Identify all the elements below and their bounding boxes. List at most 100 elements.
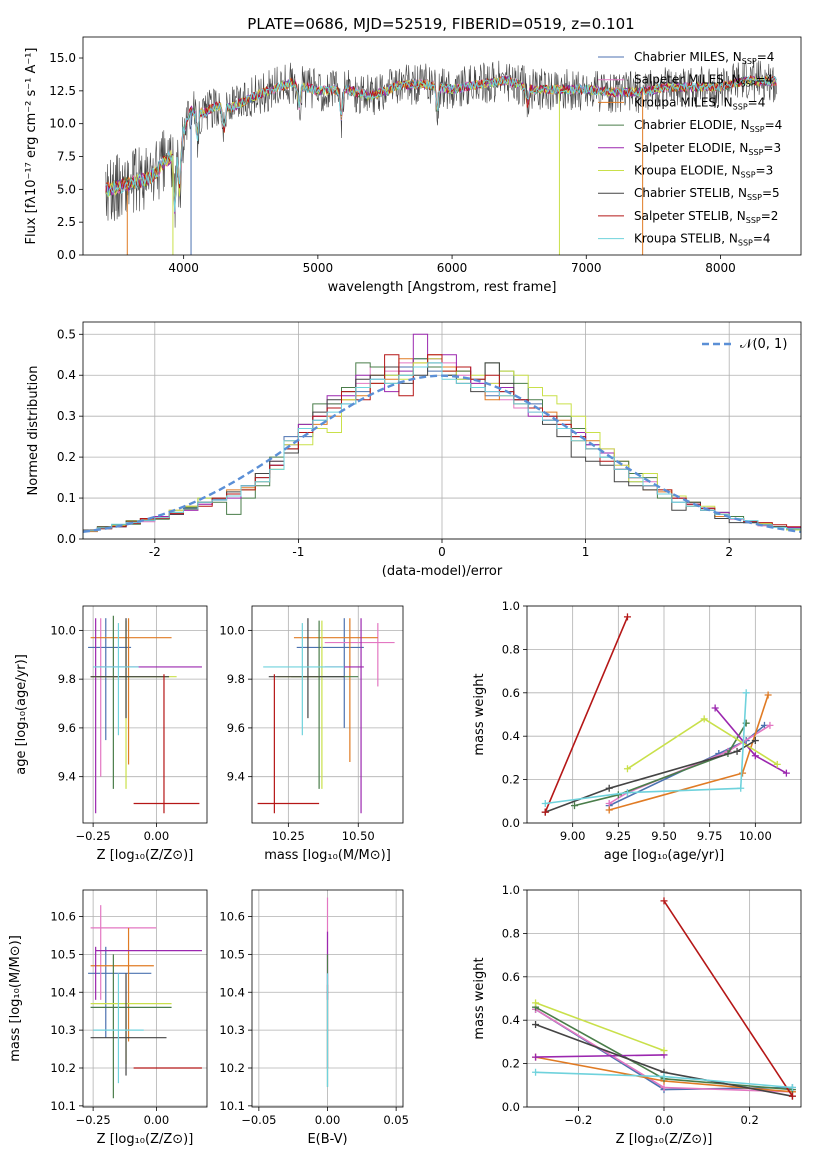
legend-entry-sub: SSP	[748, 148, 763, 157]
legend-entry-sub: SSP	[747, 193, 762, 202]
weight_vs_age-marker	[733, 747, 741, 755]
age_vs_mass-xtick-label: 10.25	[272, 829, 305, 843]
legend-entry-name: Chabrier STELIB, N	[634, 186, 747, 200]
legend-entry-suffix: =4	[765, 118, 783, 132]
mass_vs_ebv-ytick-label: 10.1	[219, 1099, 245, 1113]
weight_vs_Z-frame	[526, 889, 802, 1108]
weight_vs_Z-ytick-label: 0.0	[502, 1100, 520, 1114]
weight_vs_age-marker	[751, 752, 759, 760]
weight_vs_Z-axes: −0.2 0.0 0.2 0.0 0.2 0.4 0.6 0.8 1.0 Z [log₁₀(Z/Z…	[472, 883, 802, 1147]
legend-entry-name: Chabrier ELODIE, N	[634, 118, 750, 132]
weight_vs_age-marker	[605, 806, 613, 814]
mass_vs_ebv-xlabel: E(B-V)	[307, 1132, 347, 1147]
weight_vs_age-xtick-label: 9.75	[697, 829, 723, 843]
mass_vs_Z-axes: −0.25 0.00 10.1 10.2 10.3 10.4 10.5 10.6 Z [log₁…	[8, 889, 208, 1147]
weight_vs_Z-ytick-label: 1.0	[502, 883, 520, 897]
legend-entry: Salpeter ELODIE, NSSP=3	[634, 141, 781, 157]
mass_vs_Z-ytick-label: 10.1	[50, 1099, 76, 1113]
weight_vs_age-marker	[623, 789, 631, 797]
weight_vs_Z-ytick-label: 0.4	[502, 1013, 520, 1027]
age_vs_Z-ylabel: age [log₁₀(age/yr)]	[14, 654, 29, 775]
weight_vs_age-line-7	[544, 616, 629, 813]
legend-entry-suffix: =3	[756, 164, 774, 178]
weight_vs_age-line-8	[545, 692, 747, 805]
residuals-xtick-label: 1	[582, 545, 590, 559]
age_vs_mass-ytick-label: 9.8	[227, 672, 245, 686]
weight_vs_age-marker	[711, 704, 719, 712]
weight_vs_Z-xtick-label: −0.2	[564, 1113, 592, 1127]
weight_vs_Z-marker	[532, 999, 540, 1007]
mass_vs_ebv-ytick-label: 10.3	[219, 1023, 245, 1037]
spectrum-xtick-label: 7000	[571, 261, 602, 275]
weight_vs_age-xtick-label: 9.50	[651, 829, 677, 843]
residuals-axes: -2 -1 0 1 2 0.0 0.1 0.2 0.3 0.4 0.5 (data-model)/er…	[26, 321, 802, 579]
weight_vs_Z-ytick-label: 0.6	[502, 970, 520, 984]
spectrum-ytick-label: 15.0	[49, 51, 76, 65]
mass_vs_ebv-xtick-label: 0.05	[383, 1113, 409, 1127]
weight_vs_Z-line-4	[535, 1054, 665, 1058]
age_vs_Z-ytick-label: 9.8	[58, 672, 76, 686]
weight_vs_age-ytick-label: 0.8	[502, 642, 520, 656]
age_vs_mass-axes: 10.25 10.50 9.4 9.6 9.8 10.0 mass [log₁₀(M/M⊙)…	[219, 605, 404, 863]
mass_vs_Z-xlabel: Z [log₁₀(Z/Z⊙)]	[97, 1132, 194, 1147]
weight_vs_age-xlabel: age [log₁₀(age/yr)]	[604, 848, 725, 863]
legend-entry: Kroupa STELIB, NSSP=4	[634, 232, 771, 248]
weight_vs_Z-ytick-label: 0.2	[502, 1057, 520, 1071]
mass_vs_Z-ytick-label: 10.4	[50, 985, 76, 999]
legend-entry: Salpeter MILES, NSSP=4	[634, 73, 773, 89]
age_vs_Z-axes: −0.25 0.00 9.4 9.6 9.8 10.0 Z [log₁₀(Z/Z⊙)] age…	[14, 605, 208, 863]
residuals-ylabel: Normed distribution	[26, 366, 41, 496]
residuals-plot	[83, 333, 801, 539]
spectrum-ytick-label: 7.5	[57, 150, 76, 164]
legend-entry-name: Salpeter ELODIE, N	[634, 141, 748, 155]
histogram-series-8	[83, 362, 801, 539]
normal-curve	[83, 374, 801, 533]
weight_vs_age-marker	[782, 769, 790, 777]
legend-entry-name: Chabrier MILES, N	[634, 50, 742, 64]
spectrum-xlabel: wavelength [Angstrom, rest frame]	[328, 280, 557, 295]
weight_vs_age-marker	[700, 715, 708, 723]
weight_vs_age-marker	[605, 784, 613, 792]
mass_vs_ebv-ytick-label: 10.2	[219, 1061, 245, 1075]
spectrum-ytick-label: 2.5	[57, 215, 76, 229]
legend-entry: Chabrier ELODIE, NSSP=4	[634, 118, 782, 134]
spectrum-plot	[105, 59, 778, 255]
spectrum-xtick-label: 8000	[705, 261, 736, 275]
mass_vs_Z-xtick-label: 0.00	[144, 1113, 170, 1127]
spectrum-title: PLATE=0686, MJD=52519, FIBERID=0519, z=0…	[247, 15, 634, 33]
weight_vs_Z-marker	[788, 1083, 796, 1091]
legend-entry-sub: SSP	[738, 239, 753, 248]
weight_vs_age-ytick-label: 0.4	[502, 729, 520, 743]
weight_vs_age-marker	[541, 808, 549, 816]
mass_vs_Z-frame	[82, 889, 208, 1108]
age_vs_Z-ytick-label: 9.4	[58, 770, 76, 784]
residuals-ytick-label: 0.0	[57, 532, 76, 546]
spectrum-legend: Chabrier MILES, N SSP =4 Salpeter MILES, NS…	[598, 50, 782, 248]
age_vs_Z-xtick-label: 0.00	[144, 829, 170, 843]
spectrum-xtick-label: 6000	[437, 261, 468, 275]
legend-entry-sub: SSP	[746, 216, 761, 225]
age_vs_mass-frame	[251, 605, 404, 824]
legend-entry-sub: SSP	[733, 102, 748, 111]
weight_vs_Z-marker	[660, 1073, 668, 1081]
mass_vs_Z-ylabel: mass [log₁₀(M/M⊙)]	[8, 935, 23, 1062]
age_vs_mass-xtick-label: 10.50	[342, 829, 375, 843]
weight_vs_age-marker	[623, 613, 631, 621]
residuals-xtick-label: 0	[438, 545, 446, 559]
weight_vs_Z-xtick-label: 0.0	[655, 1113, 673, 1127]
weight_vs_Z-marker	[532, 1053, 540, 1061]
legend-entry-suffix: =4	[757, 50, 775, 64]
weight_vs_age-ytick-label: 0.2	[502, 773, 520, 787]
spectrum-ytick-label: 0.0	[57, 248, 76, 262]
age_vs_Z-plot	[88, 615, 202, 814]
residuals-xtick-label: -1	[292, 545, 304, 559]
weight_vs_age-marker	[751, 737, 759, 745]
age_vs_mass-ytick-label: 10.0	[219, 623, 245, 637]
age_vs_Z-xlabel: Z [log₁₀(Z/Z⊙)]	[97, 848, 194, 863]
weight_vs_Z-xtick-label: 0.2	[740, 1113, 758, 1127]
weight_vs_age-marker	[766, 721, 774, 729]
residuals-xlabel: (data-model)/error	[382, 564, 503, 579]
age_vs_Z-ytick-label: 10.0	[50, 623, 76, 637]
weight_vs_age-xtick-label: 9.00	[560, 829, 586, 843]
